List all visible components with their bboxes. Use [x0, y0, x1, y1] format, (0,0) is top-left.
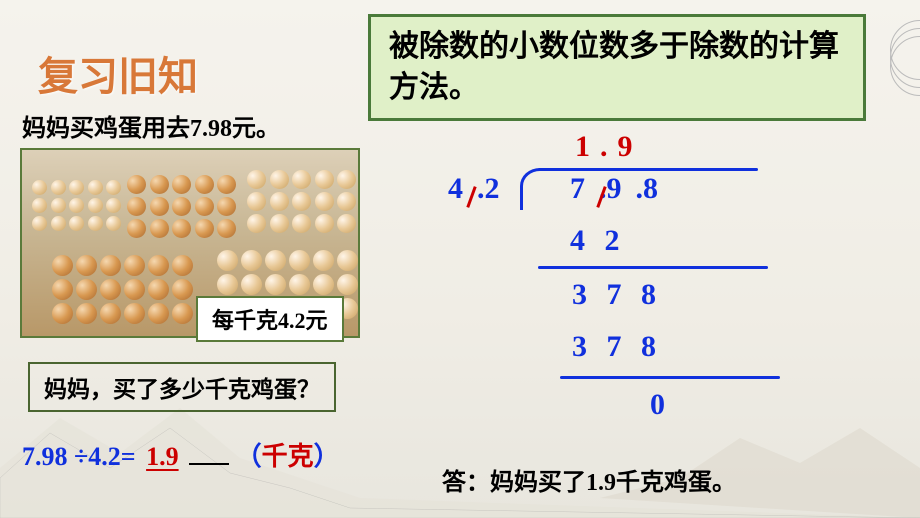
equation-result: 1.9 [142, 442, 183, 471]
answer-text: 答：妈妈买了1.9千克鸡蛋。 [442, 462, 736, 497]
unit-suffix: ） [314, 442, 340, 471]
unit-prefix: （ [236, 442, 262, 471]
problem-statement: 妈妈买鸡蛋用去7.98元。 [22, 108, 280, 143]
method-box: 被除数的小数位数多于除数的计算方法。 [368, 14, 866, 121]
dividend-b: 9 [607, 172, 636, 205]
division-step2: 3 7 8 [572, 278, 662, 312]
division-remainder: 0 [650, 388, 679, 422]
quotient: 1.9 [575, 130, 643, 164]
price-label: 每千克4.2元 [196, 296, 344, 342]
dividend-a: 7 [570, 172, 599, 205]
section-title: 复习旧知 [38, 44, 198, 102]
divisor-dec: 2 [485, 172, 514, 205]
equation-lhs: 7.98 ÷4.2= [22, 442, 136, 471]
division-step1: 4 2 [570, 224, 626, 258]
equation-unit: 千克 [262, 442, 314, 471]
equation: 7.98 ÷4.2= 1.9 （千克） [22, 436, 340, 473]
division-step3: 3 7 8 [572, 330, 662, 364]
question-box: 妈妈，买了多少千克鸡蛋？ [28, 362, 336, 412]
dividend-c: 8 [643, 172, 672, 205]
